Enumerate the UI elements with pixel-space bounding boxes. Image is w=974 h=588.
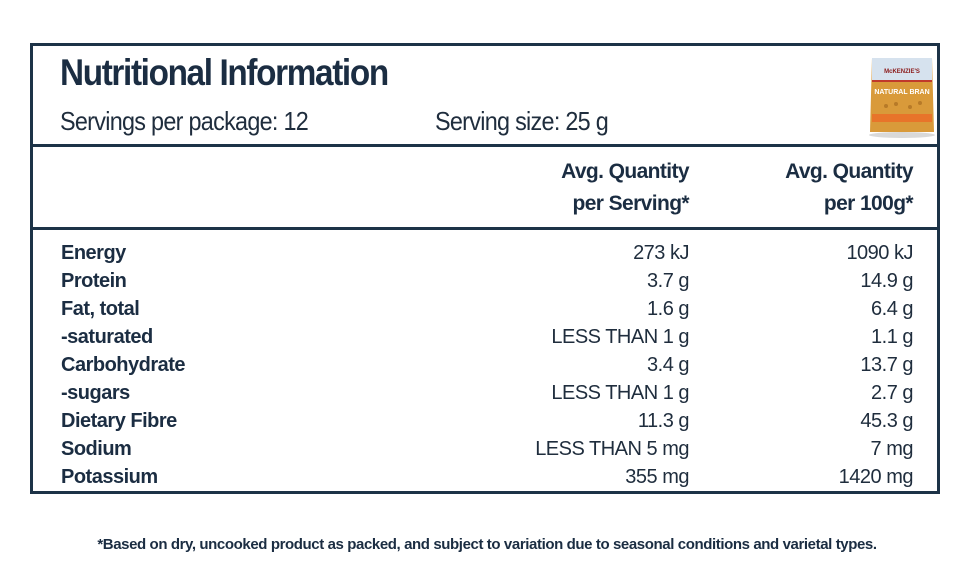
nutrient-name: Potassium [61, 466, 158, 488]
per-100g-value: 1420 mg [838, 466, 914, 488]
nutrient-name: -saturated [61, 326, 153, 348]
table-row: -sugars LESS THAN 1 g 2.7 g [33, 382, 937, 410]
product-package-image: McKENZIE'S NATURAL BRAN [869, 58, 935, 138]
nutrient-name: Sodium [61, 438, 132, 460]
table-row: -saturated LESS THAN 1 g 1.1 g [33, 326, 937, 354]
per-serving-value: 273 kJ [633, 242, 689, 264]
table-row: Protein 3.7 g 14.9 g [33, 270, 937, 298]
per-serving-value: LESS THAN 5 mg [535, 438, 689, 460]
per-serving-value: 11.3 g [637, 410, 690, 432]
per-100g-value: 13.7 g [860, 354, 913, 376]
svg-text:McKENZIE'S: McKENZIE'S [884, 69, 920, 75]
nutrient-name: Protein [61, 270, 127, 292]
per-100g-value: 2.7 g [871, 382, 913, 404]
nutrient-name: Dietary Fibre [61, 410, 177, 432]
table-row: Energy 273 kJ 1090 kJ [33, 242, 937, 270]
nutrient-name: Carbohydrate [61, 354, 186, 376]
serving-size: Serving size: 25 g [435, 106, 609, 136]
nutrient-name: -sugars [61, 382, 130, 404]
footnote: *Based on dry, uncooked product as packe… [97, 536, 877, 553]
column-header-per-serving: Avg. Quantity per Serving* [469, 156, 690, 220]
per-serving-value: LESS THAN 1 g [551, 382, 689, 404]
per-serving-value: 1.6 g [647, 298, 689, 320]
nutrient-name: Fat, total [61, 298, 140, 320]
nutrient-table: Energy 273 kJ 1090 kJ Protein 3.7 g 14.9… [33, 242, 937, 494]
nutrition-panel: Nutritional Information Servings per pac… [30, 43, 940, 494]
servings-per-package: Servings per package: 12 [60, 106, 309, 136]
per-serving-value: 355 mg [625, 466, 689, 488]
column-header-divider [33, 227, 937, 230]
per-serving-value: LESS THAN 1 g [551, 326, 689, 348]
per-100g-value: 1090 kJ [846, 242, 913, 264]
column-header-line: Avg. Quantity [785, 160, 914, 183]
per-serving-value: 3.7 g [647, 270, 689, 292]
per-100g-value: 7 mg [870, 438, 914, 460]
table-row: Fat, total 1.6 g 6.4 g [33, 298, 937, 326]
per-serving-value: 3.4 g [647, 354, 689, 376]
table-row: Dietary Fibre 11.3 g 45.3 g [33, 410, 937, 438]
nutrient-name: Energy [61, 242, 126, 264]
per-100g-value: 45.3 g [860, 410, 913, 432]
svg-text:NATURAL BRAN: NATURAL BRAN [874, 89, 929, 96]
column-header-per-100g: Avg. Quantity per 100g* [693, 156, 914, 220]
column-header-line: per 100g* [823, 192, 914, 215]
table-row: Carbohydrate 3.4 g 13.7 g [33, 354, 937, 382]
panel-title: Nutritional Information [60, 52, 389, 93]
table-row: Sodium LESS THAN 5 mg 7 mg [33, 438, 937, 466]
per-100g-value: 6.4 g [871, 298, 913, 320]
table-row: Potassium 355 mg 1420 mg [33, 466, 937, 494]
per-100g-value: 14.9 g [860, 270, 913, 292]
header-divider [33, 144, 937, 147]
column-header-line: per Serving* [572, 192, 689, 215]
per-100g-value: 1.1 g [871, 326, 913, 348]
column-header-line: Avg. Quantity [561, 160, 690, 183]
